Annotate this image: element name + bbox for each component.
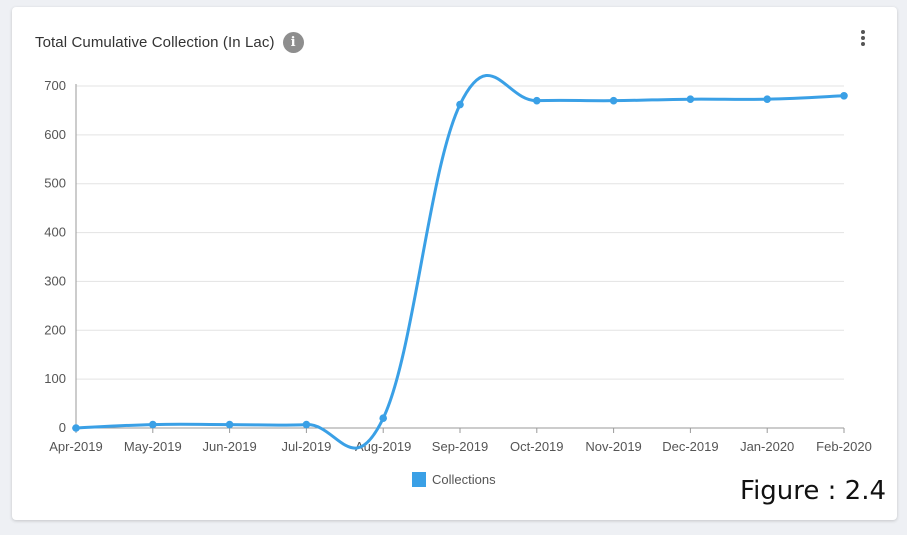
chart-title: Total Cumulative Collection (In Lac) bbox=[35, 33, 275, 51]
more-vert-icon-dot bbox=[861, 36, 865, 40]
figure-label: Figure : 2.4 bbox=[740, 476, 887, 506]
data-point bbox=[686, 95, 695, 103]
more-vert-icon bbox=[861, 30, 865, 34]
data-point bbox=[533, 96, 541, 105]
more-options-button[interactable] bbox=[852, 27, 874, 49]
x-tick-label: Apr-2019 bbox=[49, 439, 102, 454]
y-tick-label: 300 bbox=[44, 273, 66, 288]
x-tick-label: Jul-2019 bbox=[281, 439, 331, 454]
x-tick-label: May-2019 bbox=[124, 439, 182, 454]
data-point bbox=[225, 420, 234, 429]
data-point bbox=[456, 100, 464, 109]
series-line-collections bbox=[74, 74, 846, 450]
x-tick-label: Feb-2020 bbox=[816, 439, 872, 454]
x-tick-label: Oct-2019 bbox=[510, 439, 563, 454]
legend-swatch[interactable] bbox=[412, 472, 426, 487]
data-point bbox=[149, 420, 157, 429]
more-vert-icon-dot bbox=[861, 42, 865, 46]
card-header: Total Cumulative Collection (In Lac) i bbox=[35, 29, 304, 55]
data-point bbox=[379, 414, 388, 423]
info-icon[interactable]: i bbox=[282, 31, 304, 53]
data-point bbox=[840, 91, 848, 100]
y-tick-label: 600 bbox=[44, 127, 66, 142]
x-tick-label: Jan-2020 bbox=[740, 439, 794, 454]
legend-label[interactable]: Collections bbox=[432, 472, 496, 487]
data-point bbox=[72, 424, 80, 432]
chart-card: Total Cumulative Collection (In Lac) i bbox=[12, 7, 897, 520]
x-tick-label: Nov-2019 bbox=[585, 439, 641, 454]
y-tick-label: 400 bbox=[44, 225, 66, 240]
data-point bbox=[302, 420, 311, 429]
x-tick-label: Aug-2019 bbox=[355, 439, 411, 454]
y-tick-label: 100 bbox=[44, 371, 66, 386]
x-tick-label: Sep-2019 bbox=[432, 439, 488, 454]
data-point bbox=[609, 96, 618, 105]
y-tick-label: 0 bbox=[59, 420, 66, 435]
x-tick-label: Jun-2019 bbox=[202, 439, 256, 454]
y-tick-label: 200 bbox=[44, 322, 66, 337]
y-tick-label: 500 bbox=[44, 176, 66, 191]
y-tick-label: 700 bbox=[44, 78, 66, 93]
x-tick-label: Dec-2019 bbox=[662, 439, 718, 454]
data-point bbox=[763, 95, 771, 103]
